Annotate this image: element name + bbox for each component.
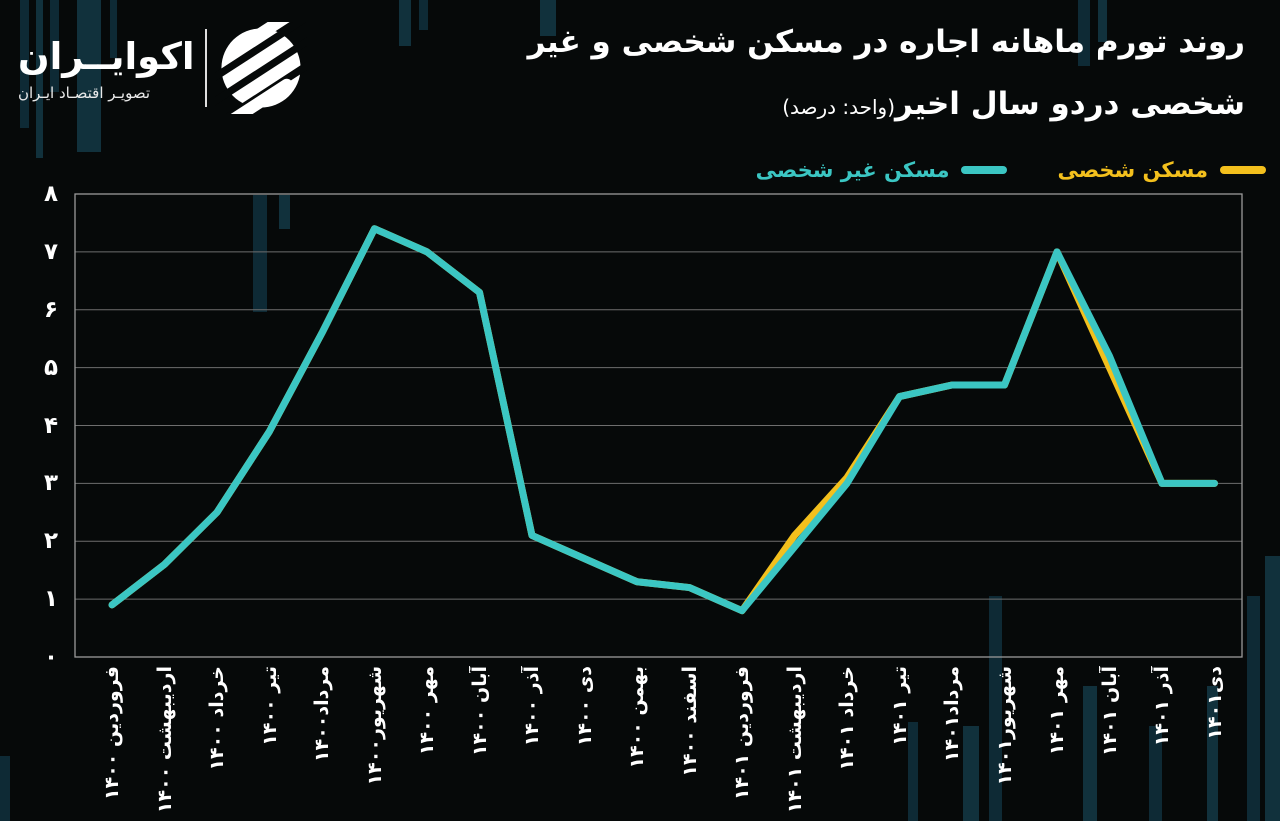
x-axis-label: اردیبهشت ۱۴۰۰ (153, 666, 176, 814)
background-bar-decoration (1083, 686, 1097, 821)
x-axis-label: اسفند ۱۴۰۰ (678, 666, 701, 777)
background-bar-decoration (1247, 596, 1260, 821)
series-line-non-personal (108, 225, 1218, 615)
x-axis-label: آذر ۱۴۰۱ (1151, 666, 1173, 747)
background-bar-decoration (540, 0, 556, 36)
chart-legend: مسکن شخصی مسکن غیر شخصی (756, 158, 1266, 182)
background-bar-decoration (1149, 726, 1162, 821)
legend-swatch-personal (1220, 166, 1266, 174)
legend-item-personal: مسکن شخصی (1057, 158, 1266, 182)
x-axis-label: مرداد۱۴۰۰ (311, 666, 333, 762)
y-axis-label: ۲ (43, 528, 58, 555)
chart-title-line2-text: شخصی دردو سال اخیر (895, 86, 1245, 122)
background-bar-decoration (77, 0, 101, 152)
x-axis-label: دی ۱۴۰۰ (573, 666, 596, 747)
legend-swatch-non-personal (961, 166, 1008, 174)
background-bar-decoration (279, 195, 290, 229)
background-bar-decoration (1078, 0, 1090, 66)
y-axis-label: ۴ (43, 412, 58, 439)
x-axis-label: بهمن ۱۴۰۰ (626, 666, 648, 769)
x-axis-label: فروردین ۱۴۰۱ (731, 666, 753, 800)
brand-block: اکوایــران تصویـر اقتصـاد ایـران (14, 22, 307, 114)
background-bar-decoration (110, 0, 117, 58)
chart-title-line1: روند تورم ماهانه اجاره در مسکن شخصی و غی… (527, 24, 1245, 60)
background-bar-decoration (908, 722, 918, 821)
y-axis-label: ۳ (43, 470, 58, 497)
plot-border (74, 193, 1243, 658)
y-axis-label: ۸ (43, 181, 58, 207)
brand-name: اکوایــران (18, 35, 195, 78)
chart-title: روند تورم ماهانه اجاره در مسکن شخصی و غی… (405, 20, 1245, 129)
x-axis-label: مرداد۱۴۰۱ (941, 666, 963, 762)
legend-label-personal: مسکن شخصی (1057, 158, 1208, 182)
x-axis-label: آبان ۱۴۰۱ (1098, 666, 1121, 757)
x-axis-label: شهریور۱۴۰۱ (993, 666, 1016, 786)
background-bar-decoration (419, 0, 428, 30)
x-axis-label: دی۱۴۰۱ (1203, 666, 1226, 740)
ecoiran-logo-icon (214, 22, 307, 114)
background-bar-decoration (399, 0, 411, 46)
x-axis-label: آبان ۱۴۰۰ (468, 666, 491, 757)
x-axis-label: شهریور۱۴۰۰ (363, 666, 386, 786)
background-bar-decoration (989, 596, 1002, 821)
brand-text: اکوایــران تصویـر اقتصـاد ایـران (18, 34, 195, 102)
background-bar-decoration (0, 756, 10, 821)
y-axis-label: ۱ (43, 586, 58, 613)
brand-separator (204, 29, 207, 107)
background-bar-decoration (20, 0, 29, 128)
x-axis-label: مهر ۱۴۰۰ (416, 666, 438, 756)
x-axis-label: خرداد ۱۴۰۰ (206, 666, 228, 771)
x-axis-label: مهر ۱۴۰۱ (1046, 666, 1068, 756)
x-axis-label: خرداد ۱۴۰۱ (836, 666, 858, 771)
x-axis-label: تیر ۱۴۰۱ (888, 666, 911, 746)
background-bar-decoration (253, 195, 267, 312)
x-axis-label: فروردین ۱۴۰۰ (101, 666, 123, 800)
y-axis-label: ۷ (43, 238, 58, 265)
legend-label-non-personal: مسکن غیر شخصی (755, 158, 950, 182)
x-axis-label: آذر ۱۴۰۰ (521, 666, 543, 747)
y-axis-label: ۰ (43, 644, 58, 670)
chart-unit-note: (واحد: درصد) (782, 95, 896, 119)
background-bar-decoration (1098, 0, 1107, 42)
x-axis-label: اردیبهشت ۱۴۰۱ (783, 666, 806, 814)
background-bar-decoration (1207, 686, 1218, 821)
legend-item-non-personal: مسکن غیر شخصی (756, 158, 1008, 182)
chart-title-line2: شخصی دردو سال اخیر(واحد: درصد) (405, 82, 1245, 129)
background-bar-decoration (1265, 556, 1280, 821)
y-axis-label: ۵ (43, 354, 58, 381)
brand-tagline: تصویـر اقتصـاد ایـران (18, 84, 151, 102)
background-bar-decoration (50, 0, 59, 92)
background-bar-decoration (963, 726, 979, 821)
x-axis-label: تیر ۱۴۰۰ (258, 666, 281, 746)
y-axis-label: ۶ (43, 296, 58, 323)
background-bar-decoration (36, 0, 43, 158)
